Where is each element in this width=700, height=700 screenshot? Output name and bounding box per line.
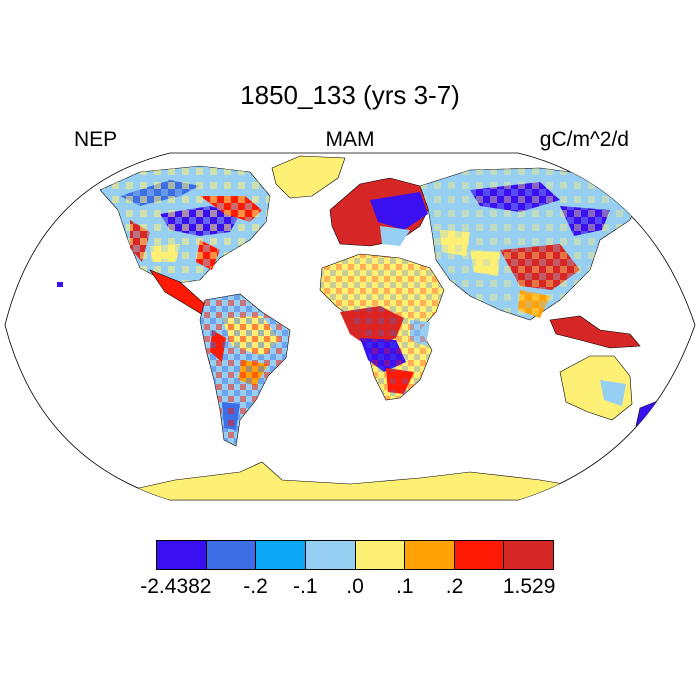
colorbar-tick-label: -.2: [243, 575, 268, 598]
colorbar-tick-label: -.1: [292, 575, 318, 598]
colorbar-box: [354, 540, 406, 570]
europe-region: [329, 177, 431, 247]
south-america-region: [199, 293, 291, 447]
map-title: 1850_133 (yrs 3-7): [240, 80, 460, 110]
north-america-region: [99, 165, 271, 285]
units-label: gC/m^2/d: [539, 128, 629, 151]
colorbar-tick-label: .0: [346, 575, 364, 598]
antarctica-region: [129, 461, 641, 500]
season-label: MAM: [325, 128, 375, 151]
greenland-region: [271, 155, 346, 199]
asia-region: [419, 167, 641, 321]
hawaii-region: [57, 282, 63, 287]
colorbar-box: [503, 540, 554, 570]
colorbar-tick-label: 1.529: [502, 575, 556, 598]
southeast-asia-islands: [549, 315, 641, 349]
colorbar-tick-label: -2.4382: [140, 575, 212, 598]
colorbar-box: [255, 540, 306, 570]
colorbar-box: [453, 540, 505, 570]
colorbar-box: [304, 540, 356, 570]
colorbar-box: [404, 540, 455, 570]
colorbar-tick-label: .2: [445, 575, 464, 598]
africa-region: [319, 253, 445, 401]
colorbar-box: [156, 540, 207, 570]
colorbar-box: [205, 540, 257, 570]
colorbar-tick-label: .1: [395, 575, 414, 598]
australia-region: [559, 355, 633, 421]
variable-label: NEP: [74, 128, 118, 151]
colorbar: [156, 540, 554, 570]
